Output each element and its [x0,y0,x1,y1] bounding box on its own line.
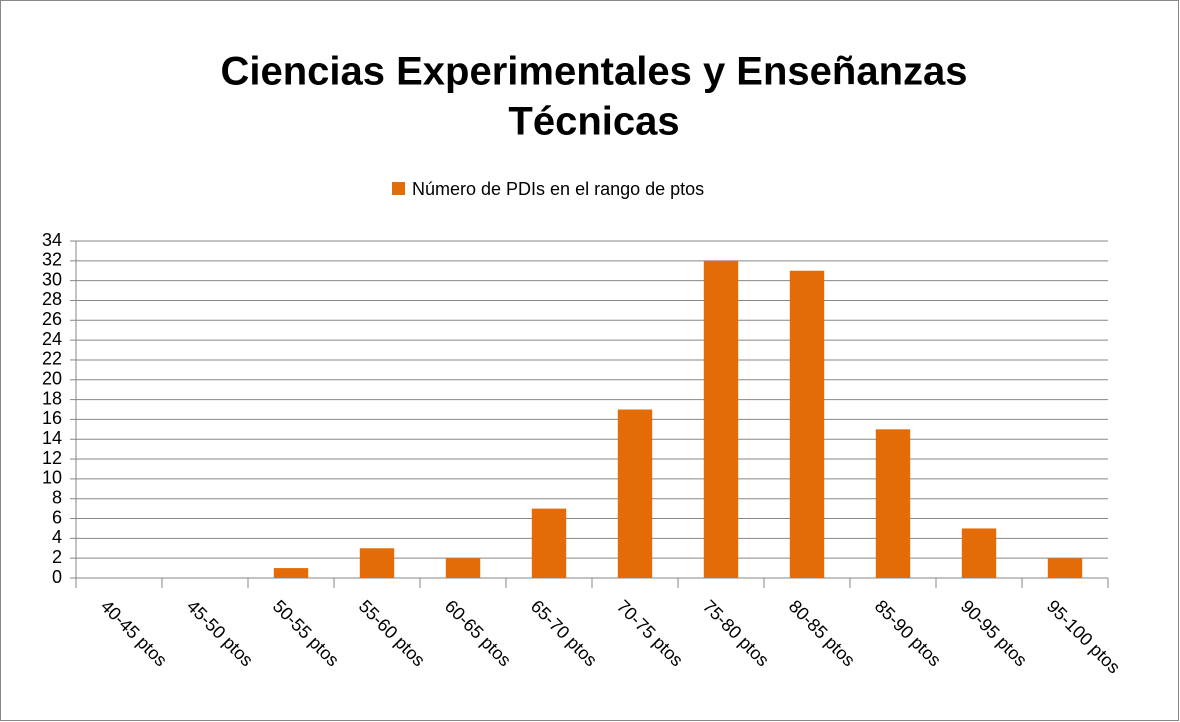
y-tick-label: 26 [42,309,62,329]
y-tick-label: 4 [52,527,62,547]
y-tick-label: 2 [52,547,62,567]
y-tick-label: 34 [42,230,62,250]
chart-title: Ciencias Experimentales y Enseñanzas [220,50,967,94]
y-tick-label: 30 [42,269,62,289]
chart-title: Técnicas [508,100,679,144]
bar [531,508,567,578]
y-tick-label: 32 [42,250,62,270]
bar [273,568,309,578]
y-tick-label: 22 [42,349,62,369]
y-tick-label: 16 [42,408,62,428]
y-tick-label: 20 [42,369,62,389]
bar [445,558,481,578]
bar [875,429,911,578]
y-tick-label: 0 [52,567,62,587]
y-tick-label: 24 [42,329,62,349]
bar [789,270,825,578]
bar [359,548,395,578]
bar [703,260,739,578]
y-tick-label: 6 [52,507,62,527]
y-tick-label: 18 [42,388,62,408]
y-tick-label: 8 [52,487,62,507]
y-tick-label: 12 [42,448,62,468]
y-tick-label: 14 [42,428,62,448]
bar [961,528,997,578]
bar [617,409,653,578]
legend-swatch [392,182,405,195]
legend-label: Número de PDIs en el rango de ptos [412,179,704,199]
y-tick-label: 10 [42,468,62,488]
y-tick-label: 28 [42,289,62,309]
bar [1047,558,1083,578]
